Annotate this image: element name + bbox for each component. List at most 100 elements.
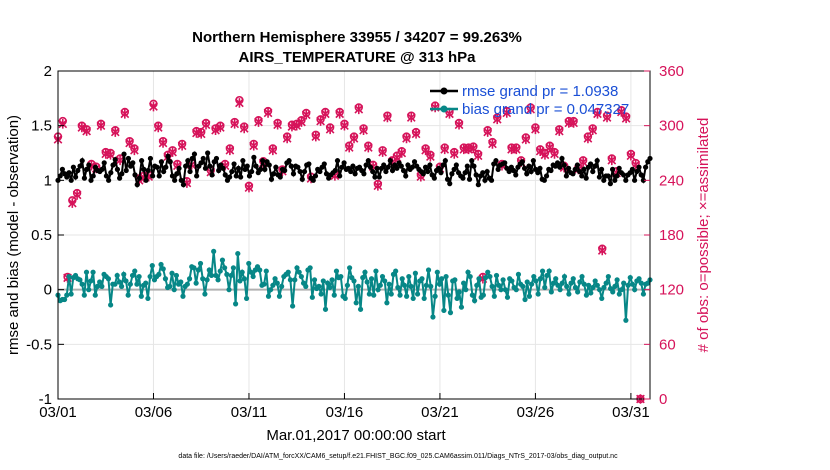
assimilated-obs-point bbox=[578, 157, 588, 167]
bias-point bbox=[529, 281, 535, 287]
assimilated-obs-point bbox=[196, 129, 206, 139]
rmse-point bbox=[372, 174, 378, 180]
rmse-point bbox=[227, 174, 233, 180]
rmse-point bbox=[370, 168, 376, 175]
bias-point bbox=[61, 296, 68, 303]
rmse-point bbox=[178, 177, 184, 183]
rmse-point bbox=[273, 164, 279, 170]
bias-point bbox=[204, 277, 210, 283]
rmse-point bbox=[244, 163, 250, 169]
rmse-point bbox=[334, 158, 341, 164]
bias-point bbox=[105, 276, 112, 282]
assimilated-obs-point bbox=[621, 113, 631, 124]
bias-point bbox=[316, 283, 322, 289]
bias-point bbox=[200, 276, 206, 282]
bias-point bbox=[557, 287, 563, 293]
assimilated-obs-point bbox=[316, 116, 325, 126]
rmse-point bbox=[636, 164, 642, 170]
bias-point bbox=[559, 280, 565, 286]
rmse-point bbox=[132, 172, 138, 178]
rmse-point bbox=[451, 166, 457, 172]
rmse-point bbox=[246, 173, 253, 179]
rmse-point bbox=[609, 166, 616, 172]
bias-point bbox=[241, 276, 247, 282]
bias-point bbox=[623, 317, 629, 323]
assimilated-obs-point bbox=[597, 245, 607, 256]
rmse-point bbox=[207, 163, 213, 169]
bias-point bbox=[581, 281, 587, 287]
assimilated-obs-point bbox=[168, 147, 177, 157]
rmse-point bbox=[528, 168, 534, 175]
bias-point bbox=[333, 268, 340, 274]
bias-point bbox=[599, 295, 605, 302]
rmse-point bbox=[440, 162, 446, 168]
rmse-point bbox=[493, 158, 499, 164]
rmse-point bbox=[143, 177, 149, 183]
legend-rmse-label: rmse grand pr = 1.0938 bbox=[462, 83, 618, 100]
rmse-point bbox=[620, 172, 627, 178]
assimilated-obs-point bbox=[426, 151, 435, 162]
rmse-point bbox=[209, 172, 215, 178]
bias-point bbox=[504, 294, 511, 300]
bias-point bbox=[237, 278, 243, 284]
bias-point bbox=[496, 282, 502, 288]
legend-bias-label: bias grand pr = 0.047327 bbox=[462, 101, 629, 118]
bias-point bbox=[364, 279, 370, 285]
bias-point bbox=[213, 272, 219, 279]
rmse-point bbox=[231, 161, 237, 167]
y2-tick-label: 300 bbox=[659, 118, 684, 135]
bias-point bbox=[430, 314, 436, 320]
bias-point bbox=[434, 269, 440, 275]
bias-point bbox=[533, 278, 539, 284]
y2-tick-label: 60 bbox=[659, 336, 676, 353]
rmse-point bbox=[607, 181, 613, 187]
assimilated-obs-point bbox=[335, 109, 345, 119]
bias-point bbox=[136, 273, 142, 280]
rmse-point bbox=[383, 168, 389, 175]
chart-subtitle: AIRS_TEMPERATURE @ 313 hPa bbox=[239, 49, 477, 66]
bias-point bbox=[474, 282, 480, 288]
rmse-point bbox=[526, 163, 532, 169]
rmse-point bbox=[202, 165, 209, 171]
bias-point bbox=[371, 292, 377, 298]
bias-point bbox=[412, 270, 418, 276]
bias-point bbox=[553, 276, 559, 282]
bias-point bbox=[329, 277, 335, 283]
bias-point bbox=[208, 272, 215, 279]
rmse-point bbox=[374, 165, 380, 171]
rmse-point bbox=[471, 163, 477, 169]
rmse-point bbox=[436, 165, 442, 171]
y-axis-right-ticks: 0 60 120 180 240 300 360 bbox=[644, 63, 684, 408]
bias-point bbox=[399, 276, 405, 282]
bias-point bbox=[138, 293, 144, 299]
assimilated-obs-point bbox=[354, 104, 364, 115]
assimilated-obs-point bbox=[268, 145, 278, 156]
bias-point bbox=[235, 250, 241, 257]
bias-point bbox=[233, 301, 239, 307]
bias-point bbox=[397, 292, 403, 298]
bias-point bbox=[425, 267, 432, 273]
legend-rmse-marker bbox=[440, 87, 448, 95]
assimilated-obs-point bbox=[454, 119, 464, 130]
rmse-point bbox=[161, 168, 167, 175]
assimilated-obs-point bbox=[67, 198, 77, 208]
assimilated-obs-point bbox=[244, 182, 254, 193]
bias-point bbox=[149, 263, 155, 269]
bias-point bbox=[575, 289, 581, 295]
rmse-point bbox=[337, 173, 343, 179]
bias-point bbox=[482, 275, 489, 281]
rmse-point bbox=[158, 159, 165, 165]
bias-point bbox=[618, 287, 625, 293]
bias-point bbox=[294, 265, 300, 271]
rmse-point bbox=[352, 171, 358, 177]
bias-point bbox=[629, 281, 636, 287]
bias-point bbox=[263, 268, 269, 274]
rmse-point bbox=[185, 158, 191, 164]
rmse-point bbox=[381, 162, 387, 168]
rmse-point bbox=[495, 166, 501, 172]
bias-point bbox=[325, 280, 331, 286]
bias-point bbox=[572, 284, 579, 291]
bias-point bbox=[178, 279, 184, 285]
rmse-point bbox=[84, 166, 90, 172]
